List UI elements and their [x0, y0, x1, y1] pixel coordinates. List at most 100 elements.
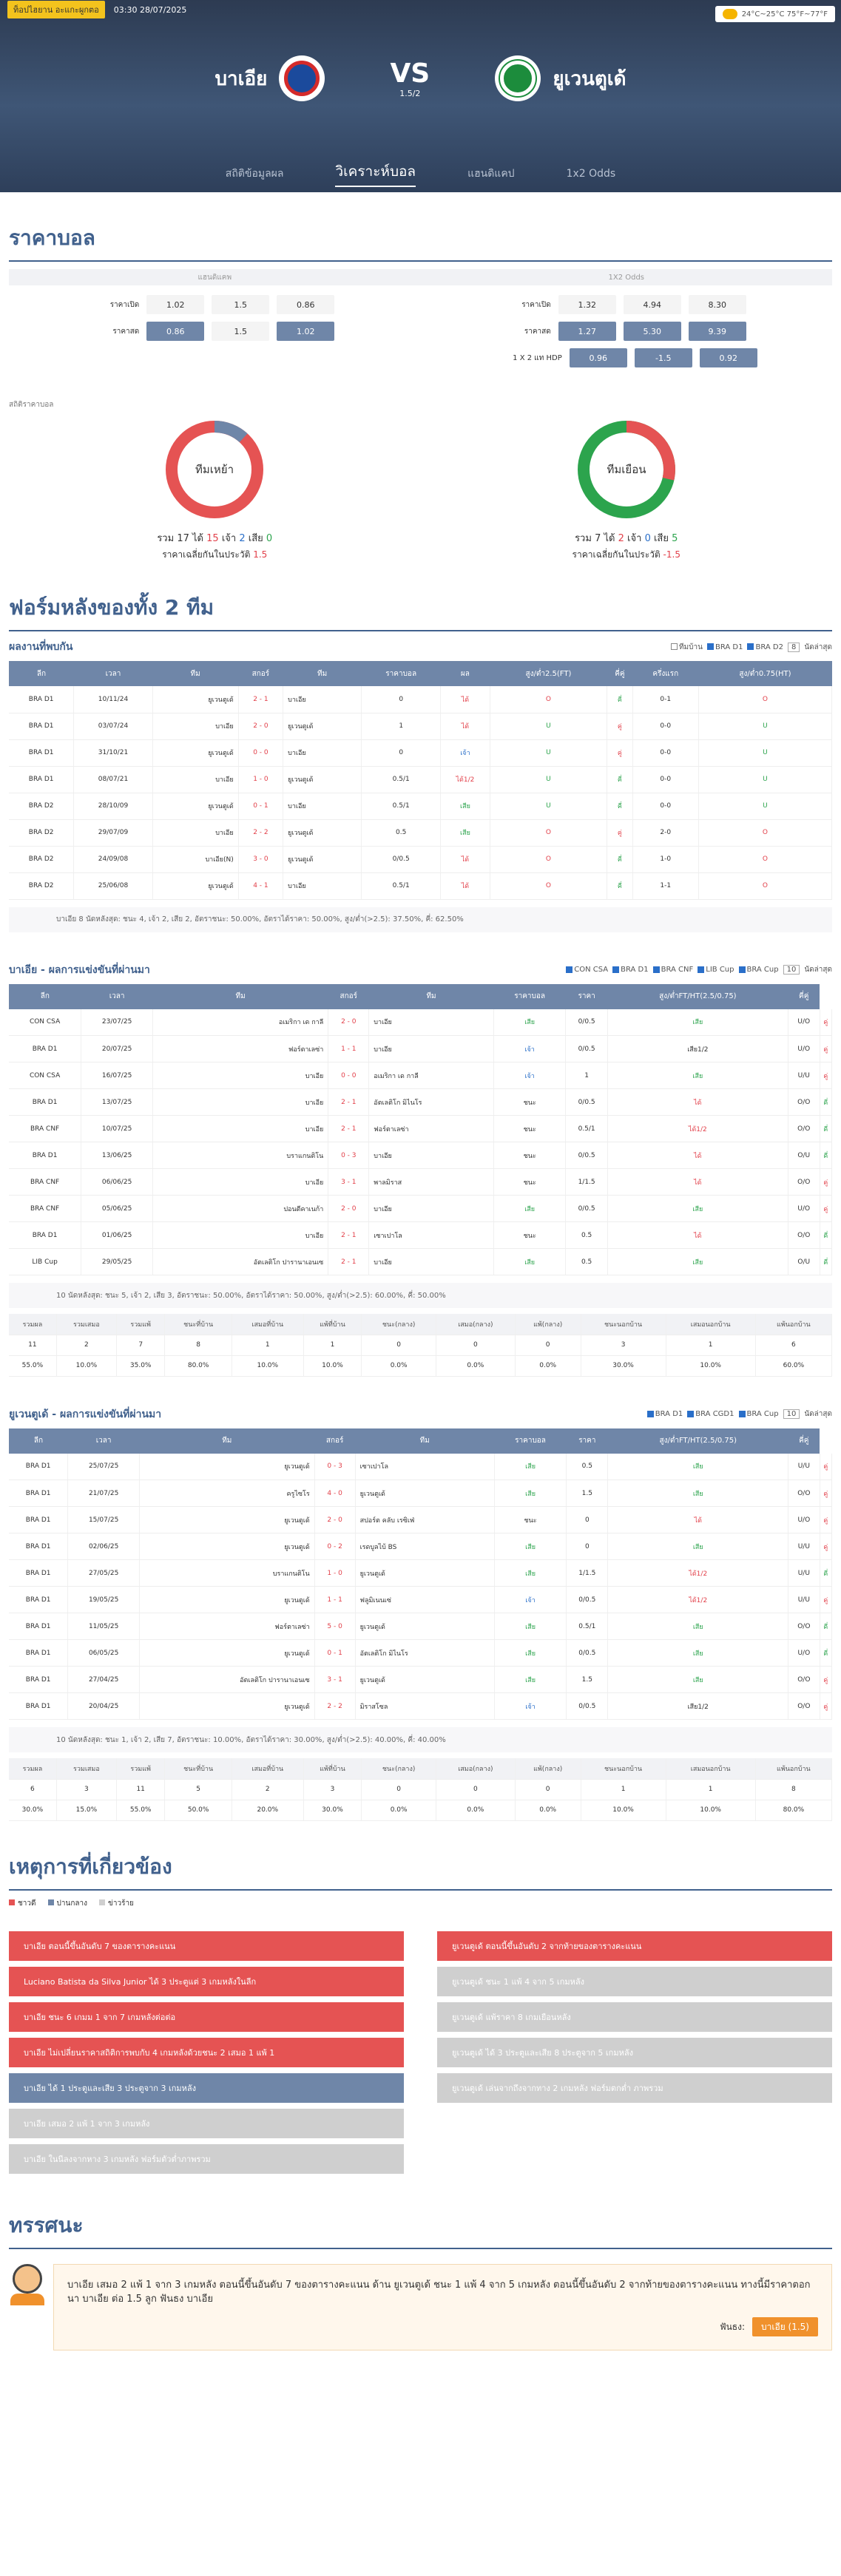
table-cell[interactable]: เซาเปาโล — [368, 1221, 494, 1249]
table-row[interactable]: BRA CNF 06/06/25 บาเอีย 3 - 1 พาลมิราส ชนะ 1/1… — [9, 1168, 832, 1196]
tab-analysis[interactable]: วิเคราะห์บอล — [335, 160, 416, 187]
table-cell[interactable]: บาเอีย — [283, 793, 362, 820]
filter-checkbox[interactable]: BRA D1 — [612, 966, 649, 974]
table-row[interactable]: CON CSA 23/07/25 อเมริกา เด กาลี 2 - 0 บาเอี… — [9, 1009, 832, 1036]
table-cell[interactable]: บาเอีย — [368, 1142, 494, 1169]
table-cell[interactable]: บาเอีย(N) — [152, 846, 239, 873]
table-row[interactable]: BRA D1 13/06/25 บราแกนติโน 0 - 3 บาเอีย ชนะ 0/… — [9, 1142, 832, 1169]
filter-checkbox[interactable]: BRA CGD1 — [687, 1410, 734, 1418]
tab-1x2[interactable]: 1x2 Odds — [566, 168, 616, 180]
table-row[interactable]: BRA D1 31/10/21 ยูเวนตูเด้ 0 - 0 บาเอีย 0 เจ้า… — [9, 739, 833, 767]
table-cell[interactable]: บราแกนติโน — [139, 1559, 315, 1587]
table-cell[interactable]: ฟอร์ตาเลซ่า — [368, 1115, 494, 1142]
table-row[interactable]: BRA D2 28/10/09 ยูเวนตูเด้ 0 - 1 บาเอีย 0.5/1… — [9, 793, 833, 820]
event-item[interactable]: ยูเวนตูเด้ ชนะ 1 แพ้ 4 จาก 5 เกมหลัง — [437, 1966, 832, 1996]
table-cell[interactable]: เรดบูลไบ้ BS — [355, 1533, 495, 1560]
table-cell[interactable]: อัตเลติโก ปารานาเอนเซ — [152, 1248, 329, 1275]
table-cell[interactable]: อเมริกา เด กาลี — [368, 1062, 494, 1089]
table-cell[interactable]: ยูเวนตูเด้ — [139, 1453, 315, 1480]
home-team[interactable]: บาเอีย — [215, 55, 325, 101]
filter-checkbox[interactable]: BRA D2 — [747, 643, 783, 651]
table-cell[interactable]: ปอนตีคาเนก้า — [152, 1195, 329, 1222]
table-cell[interactable]: บาเอีย — [152, 1168, 329, 1196]
table-cell[interactable]: ยูเวนตูเด้ — [355, 1666, 495, 1693]
table-row[interactable]: BRA D1 11/05/25 ฟอร์ตาเลซ่า 5 - 0 ยูเวนตูเด้… — [9, 1613, 833, 1640]
table-cell[interactable]: ยูเวนตูเด้ — [152, 686, 239, 714]
table-cell[interactable]: ยูเวนตูเด้ — [283, 819, 362, 847]
table-row[interactable]: BRA D2 24/09/08 บาเอีย(N) 3 - 0 ยูเวนตูเด้ 0/… — [9, 846, 833, 873]
table-row[interactable]: CON CSA 16/07/25 บาเอีย 0 - 0 อเมริกา เด กาล… — [9, 1062, 832, 1089]
table-row[interactable]: BRA D1 15/07/25 ยูเวนตูเด้ 2 - 0 สปอร์ต คลับ… — [9, 1506, 833, 1533]
away-team[interactable]: ยูเวนตูเด้ — [495, 55, 626, 101]
table-cell[interactable]: อเมริกา เด กาลี — [152, 1009, 329, 1036]
table-cell[interactable]: บาเอีย — [152, 1115, 329, 1142]
table-cell[interactable]: เซาเปาโล — [355, 1453, 495, 1480]
event-item[interactable]: ยูเวนตูเด้ ได้ 3 ประตูและเสีย 8 ประตูจาก… — [437, 2037, 832, 2067]
table-cell[interactable]: ยูเวนตูเด้ — [139, 1506, 315, 1533]
table-cell[interactable]: บาเอีย — [152, 1062, 329, 1089]
table-cell[interactable]: ยูเวนตูเด้ — [355, 1613, 495, 1640]
table-cell[interactable]: บาเอีย — [283, 686, 362, 714]
table-cell[interactable]: ยูเวนตูเด้ — [283, 766, 362, 793]
table-cell[interactable]: บาเอีย — [283, 739, 362, 767]
table-cell[interactable]: ฟอร์ตาเลซ่า — [139, 1613, 315, 1640]
table-cell[interactable]: อัตเลติโก มิไนโร — [355, 1639, 495, 1667]
event-item[interactable]: Luciano Batista da Silva Junior ได้ 3 ปร… — [9, 1966, 404, 1996]
filter-checkbox[interactable]: ทีมบ้าน — [670, 642, 703, 653]
match-count-select[interactable]: 10 — [783, 1409, 800, 1419]
event-item[interactable]: บาเอีย ไม่เปลี่ยนราคาสถิติการพบกับ 4 เกม… — [9, 2037, 404, 2067]
table-cell[interactable]: ยูเวนตูเด้ — [139, 1533, 315, 1560]
table-cell[interactable]: บราแกนติโน — [152, 1142, 329, 1169]
table-cell[interactable]: บาเอีย — [368, 1035, 494, 1062]
table-cell[interactable]: ยูเวนตูเด้ — [283, 846, 362, 873]
table-row[interactable]: BRA D1 20/07/25 ฟอร์ตาเลซ่า 1 - 1 บาเอีย เจ้า… — [9, 1035, 832, 1062]
table-row[interactable]: BRA D2 29/07/09 บาเอีย 2 - 2 ยูเวนตูเด้ 0.5 เส… — [9, 819, 833, 847]
table-row[interactable]: BRA D1 20/04/25 ยูเวนตูเด้ 2 - 2 มิราสโซล เจ้… — [9, 1692, 833, 1720]
table-cell[interactable]: ฟลูมิเนนเซ่ — [355, 1586, 495, 1613]
event-item[interactable]: ยูเวนตูเด้ เล่นจากถึงจากทาง 2 เกมหลัง ฟอ… — [437, 2072, 832, 2103]
match-count-select[interactable]: 10 — [783, 965, 800, 975]
tab-handicap[interactable]: แฮนดิแคป — [467, 168, 515, 180]
filter-checkbox[interactable]: BRA Cup — [738, 1410, 779, 1418]
table-row[interactable]: BRA D2 25/06/08 ยูเวนตูเด้ 4 - 1 บาเอีย 0.5/1… — [9, 872, 833, 900]
table-cell[interactable]: บาเอีย — [368, 1009, 494, 1036]
table-cell[interactable]: ยูเวนตูเด้ — [139, 1586, 315, 1613]
table-cell[interactable]: บาเอีย — [283, 872, 362, 900]
event-item[interactable]: ยูเวนตูเด้ ตอนนี้ขึ้นอันดับ 2 จากท้ายของ… — [437, 1931, 832, 1961]
table-row[interactable]: BRA D1 13/07/25 บาเอีย 2 - 1 อัตเลติโก มิไนโ… — [9, 1088, 832, 1116]
table-cell[interactable]: ยูเวนตูเด้ — [355, 1479, 495, 1507]
table-cell[interactable]: ยูเวนตูเด้ — [152, 872, 239, 900]
table-row[interactable]: BRA D1 08/07/21 บาเอีย 1 - 0 ยูเวนตูเด้ 0.5/1… — [9, 766, 833, 793]
table-row[interactable]: BRA D1 06/05/25 ยูเวนตูเด้ 0 - 1 อัตเลติโก ม… — [9, 1639, 833, 1667]
table-row[interactable]: BRA D1 21/07/25 ครูไซโร 4 - 0 ยูเวนตูเด้ เสีย… — [9, 1479, 833, 1507]
event-item[interactable]: บาเอีย ในนีลงจากหาง 3 เกมหลัง ฟอร์มตัวต่… — [9, 2143, 404, 2174]
table-row[interactable]: BRA D1 19/05/25 ยูเวนตูเด้ 1 - 1 ฟลูมิเนนเซ่… — [9, 1586, 833, 1613]
table-row[interactable]: BRA D1 10/11/24 ยูเวนตูเด้ 2 - 1 บาเอีย 0 ได้ O… — [9, 686, 833, 714]
table-row[interactable]: BRA D1 27/05/25 บราแกนติโน 1 - 0 ยูเวนตูเด้เ… — [9, 1559, 833, 1587]
table-row[interactable]: BRA D1 01/06/25 บาเอีย 2 - 1 เซาเปาโล ชนะ 0.5 ไ… — [9, 1221, 832, 1249]
table-row[interactable]: BRA D1 02/06/25 ยูเวนตูเด้ 0 - 2 เรดบูลไบ้ B… — [9, 1533, 833, 1560]
table-row[interactable]: BRA CNF 05/06/25 ปอนตีคาเนก้า 2 - 0 บาเอีย เส… — [9, 1195, 832, 1222]
filter-checkbox[interactable]: BRA D1 — [646, 1410, 683, 1418]
table-cell[interactable]: บาเอีย — [368, 1248, 494, 1275]
filter-checkbox[interactable]: BRA CNF — [652, 966, 693, 974]
event-item[interactable]: บาเอีย ตอนนี้ขึ้นอันดับ 7 ของตารางคะแนน — [9, 1931, 404, 1961]
match-count-select[interactable]: 8 — [787, 642, 800, 652]
league-breadcrumb[interactable]: ท็อปไฮยาน อะแกะผูกตอ — [7, 1, 105, 18]
table-cell[interactable]: ครูไซโร — [139, 1479, 315, 1507]
filter-checkbox[interactable]: LIB Cup — [698, 966, 734, 974]
table-cell[interactable]: ยูเวนตูเด้ — [355, 1559, 495, 1587]
table-row[interactable]: BRA D1 03/07/24 บาเอีย 2 - 0 ยูเวนตูเด้ 1 ได้ U… — [9, 713, 833, 740]
table-cell[interactable]: ยูเวนตูเด้ — [139, 1692, 315, 1720]
filter-checkbox[interactable]: BRA D1 — [706, 643, 743, 651]
table-row[interactable]: LIB Cup 29/05/25 อัตเลติโก ปารานาเอนเซ 2 - … — [9, 1248, 832, 1275]
table-cell[interactable]: บาเอีย — [152, 766, 239, 793]
table-cell[interactable]: อัตเลติโก มิไนโร — [368, 1088, 494, 1116]
filter-checkbox[interactable]: CON CSA — [566, 966, 608, 974]
table-cell[interactable]: ฟอร์ตาเลซ่า — [152, 1035, 329, 1062]
event-item[interactable]: ยูเวนตูเด้ แพ้ราคา 8 เกมเยือนหลัง — [437, 2002, 832, 2032]
table-cell[interactable]: บาเอีย — [152, 819, 239, 847]
table-row[interactable]: BRA CNF 10/07/25 บาเอีย 2 - 1 ฟอร์ตาเลซ่า ชนะ… — [9, 1115, 832, 1142]
event-item[interactable]: บาเอีย เสมอ 2 แพ้ 1 จาก 3 เกมหลัง — [9, 2108, 404, 2138]
table-cell[interactable]: ยูเวนตูเด้ — [152, 739, 239, 767]
